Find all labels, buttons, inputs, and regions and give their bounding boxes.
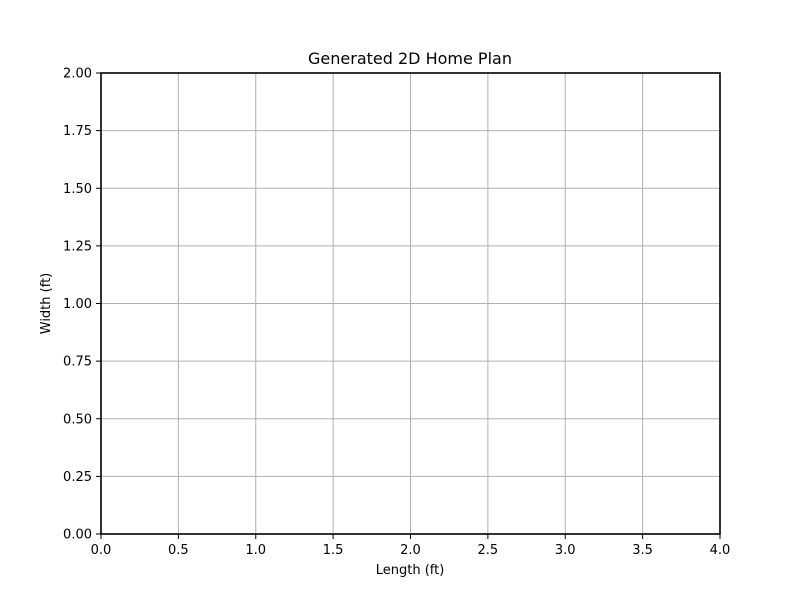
x-tick-label: 0.5	[168, 543, 189, 558]
plot-area-frame	[100, 72, 721, 535]
x-tick-label: 4.0	[710, 543, 731, 558]
x-tick-label: 1.0	[245, 543, 266, 558]
y-tick-label: 1.00	[63, 297, 92, 312]
y-tick-label: 1.50	[63, 182, 92, 197]
y-axis-label: Width (ft)	[39, 273, 54, 335]
y-tick-label: 1.25	[63, 239, 92, 254]
y-tick-label: 2.00	[63, 67, 92, 82]
x-tick-label: 1.5	[323, 543, 344, 558]
x-tick-label: 3.0	[555, 543, 576, 558]
x-tick-label: 0.0	[91, 543, 112, 558]
tick-layer: 0.0 0.5 1.0 1.5 2.0 2.5 3.0 3.5 4.0 0.00 0.25 0.50 0…	[63, 67, 730, 559]
y-tick-label: 1.75	[63, 124, 92, 139]
y-tick-label: 0.00	[63, 528, 92, 543]
y-tick-label: 0.75	[63, 355, 92, 370]
x-tick-label: 3.5	[632, 543, 653, 558]
x-tick-label: 2.0	[400, 543, 421, 558]
chart-title: Generated 2D Home Plan	[308, 49, 512, 68]
y-tick-label: 0.50	[63, 412, 92, 427]
y-tick-label: 0.25	[63, 470, 92, 485]
x-axis-label: Length (ft)	[376, 563, 445, 578]
x-tick-label: 2.5	[478, 543, 499, 558]
